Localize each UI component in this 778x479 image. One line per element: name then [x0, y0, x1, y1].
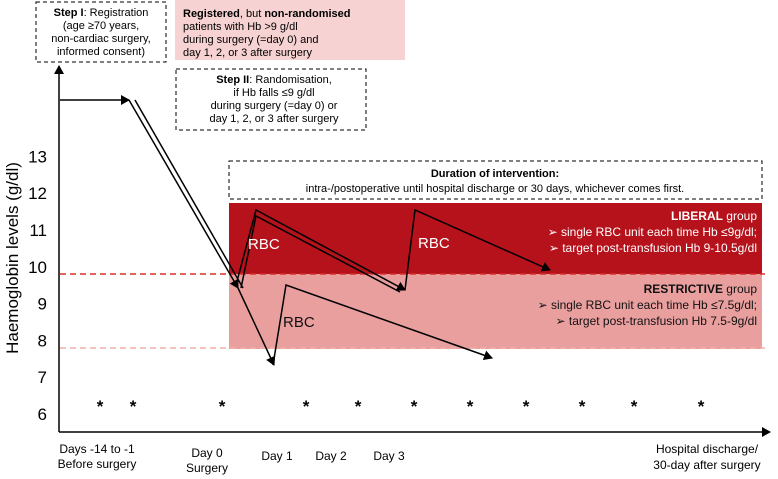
- rbc-label-liberal-2: RBC: [418, 235, 450, 252]
- y-tick-label: 13: [28, 147, 47, 166]
- restrictive-drop-arrow: [237, 287, 276, 366]
- duration-text: intra-/postoperative until hospital disc…: [306, 183, 684, 195]
- rbc-label-restrictive: RBC: [283, 314, 315, 331]
- timepoint-asterisk: *: [523, 397, 530, 416]
- restrictive-bullet-1: ➢ single RBC unit each time Hb ≤7.5g/dl;: [538, 298, 757, 312]
- liberal-second-cycle-arrow: [404, 208, 551, 291]
- restrictive-bullet-2: ➢ target post-transfusion Hb 7.5-9g/dl: [556, 314, 758, 328]
- timepoint-asterisk: *: [97, 397, 104, 416]
- registered-box: [175, 0, 405, 60]
- x-label-day0: Day 0: [191, 446, 223, 460]
- liberal-first-cycle-parallel: [240, 214, 401, 293]
- y-tick-label: 10: [28, 258, 47, 277]
- y-tick-label: 11: [29, 221, 47, 240]
- y-tick-labels: 6 7 8 9 10 11 12 13: [28, 147, 47, 424]
- step1-line3: non-cardiac surgery,: [51, 33, 150, 45]
- step1-box: [35, 1, 167, 63]
- rbc-label-liberal-1: RBC: [248, 236, 280, 253]
- timepoint-asterisk: *: [631, 397, 638, 416]
- timepoint-asterisks: * * * * * * * * * * *: [97, 397, 705, 416]
- timepoint-asterisk: *: [579, 397, 586, 416]
- y-tick-label: 7: [38, 368, 47, 387]
- step1-line1: Step I: Registration: [54, 7, 149, 19]
- x-label-day3: Day 3: [373, 449, 405, 463]
- liberal-bullet-1: ➢ single RBC unit each time Hb ≤9g/dl;: [548, 225, 757, 239]
- registered-line1: Registered, but non-randomised: [183, 8, 351, 20]
- x-label-day2: Day 2: [315, 449, 347, 463]
- x-label-hospital-discharge: Hospital discharge/: [656, 442, 759, 456]
- timepoint-asterisk: *: [355, 397, 362, 416]
- y-axis-title: Haemoglobin levels (g/dl): [3, 162, 22, 354]
- step1-line4: informed consent): [57, 46, 145, 58]
- x-label-days-before: Days -14 to -1: [59, 442, 135, 456]
- liberal-title: LIBERAL group: [671, 209, 757, 223]
- liberal-region: [229, 203, 762, 274]
- timepoint-asterisk: *: [698, 397, 705, 416]
- duration-box: [228, 160, 763, 200]
- y-tick-label: 8: [38, 331, 47, 350]
- x-label-surgery: Surgery: [186, 461, 228, 475]
- restrictive-cycle-arrow: [272, 283, 493, 366]
- registered-line4: day 1, 2, or 3 after surgery: [183, 47, 313, 59]
- timepoint-asterisk: *: [467, 397, 474, 416]
- liberal-bullet-2: ➢ target post-transfusion Hb 9-10.5g/dl: [549, 241, 757, 255]
- y-tick-label: 9: [38, 295, 47, 314]
- x-label-before-surgery: Before surgery: [58, 457, 137, 471]
- step2-line3: during surgery (=day 0) or: [211, 100, 338, 112]
- x-label-day1: Day 1: [261, 449, 293, 463]
- restrictive-title: RESTRICTIVE group: [644, 282, 758, 296]
- timepoint-asterisk: *: [411, 397, 418, 416]
- registered-line3: during surgery (=day 0) and: [183, 34, 318, 46]
- restrictive-region: [229, 274, 762, 349]
- y-tick-label: 12: [28, 184, 47, 203]
- step2-line4: day 1, 2, or 3 after surgery: [209, 113, 339, 125]
- step2-box: [175, 68, 367, 131]
- x-label-30-day: 30-day after surgery: [653, 458, 760, 472]
- step2-line2: if Hb falls ≤9 g/dl: [233, 87, 314, 99]
- liberal-first-cycle-arrow: [235, 208, 406, 291]
- timepoint-asterisk: *: [130, 397, 137, 416]
- timepoint-asterisk: *: [303, 397, 310, 416]
- y-tick-label: 6: [38, 405, 47, 424]
- step1-line2: (age ≥70 years,: [63, 20, 139, 32]
- drop-line-parallel: [134, 99, 244, 289]
- duration-title: Duration of intervention:: [431, 168, 559, 180]
- drop-arrow-liberal: [128, 99, 239, 289]
- hb-trajectory: [60, 95, 551, 366]
- step2-line1: Step II: Randomisation,: [216, 74, 332, 86]
- registered-line2: patients with Hb >9 g/dl: [183, 21, 298, 33]
- timepoint-asterisk: *: [219, 397, 226, 416]
